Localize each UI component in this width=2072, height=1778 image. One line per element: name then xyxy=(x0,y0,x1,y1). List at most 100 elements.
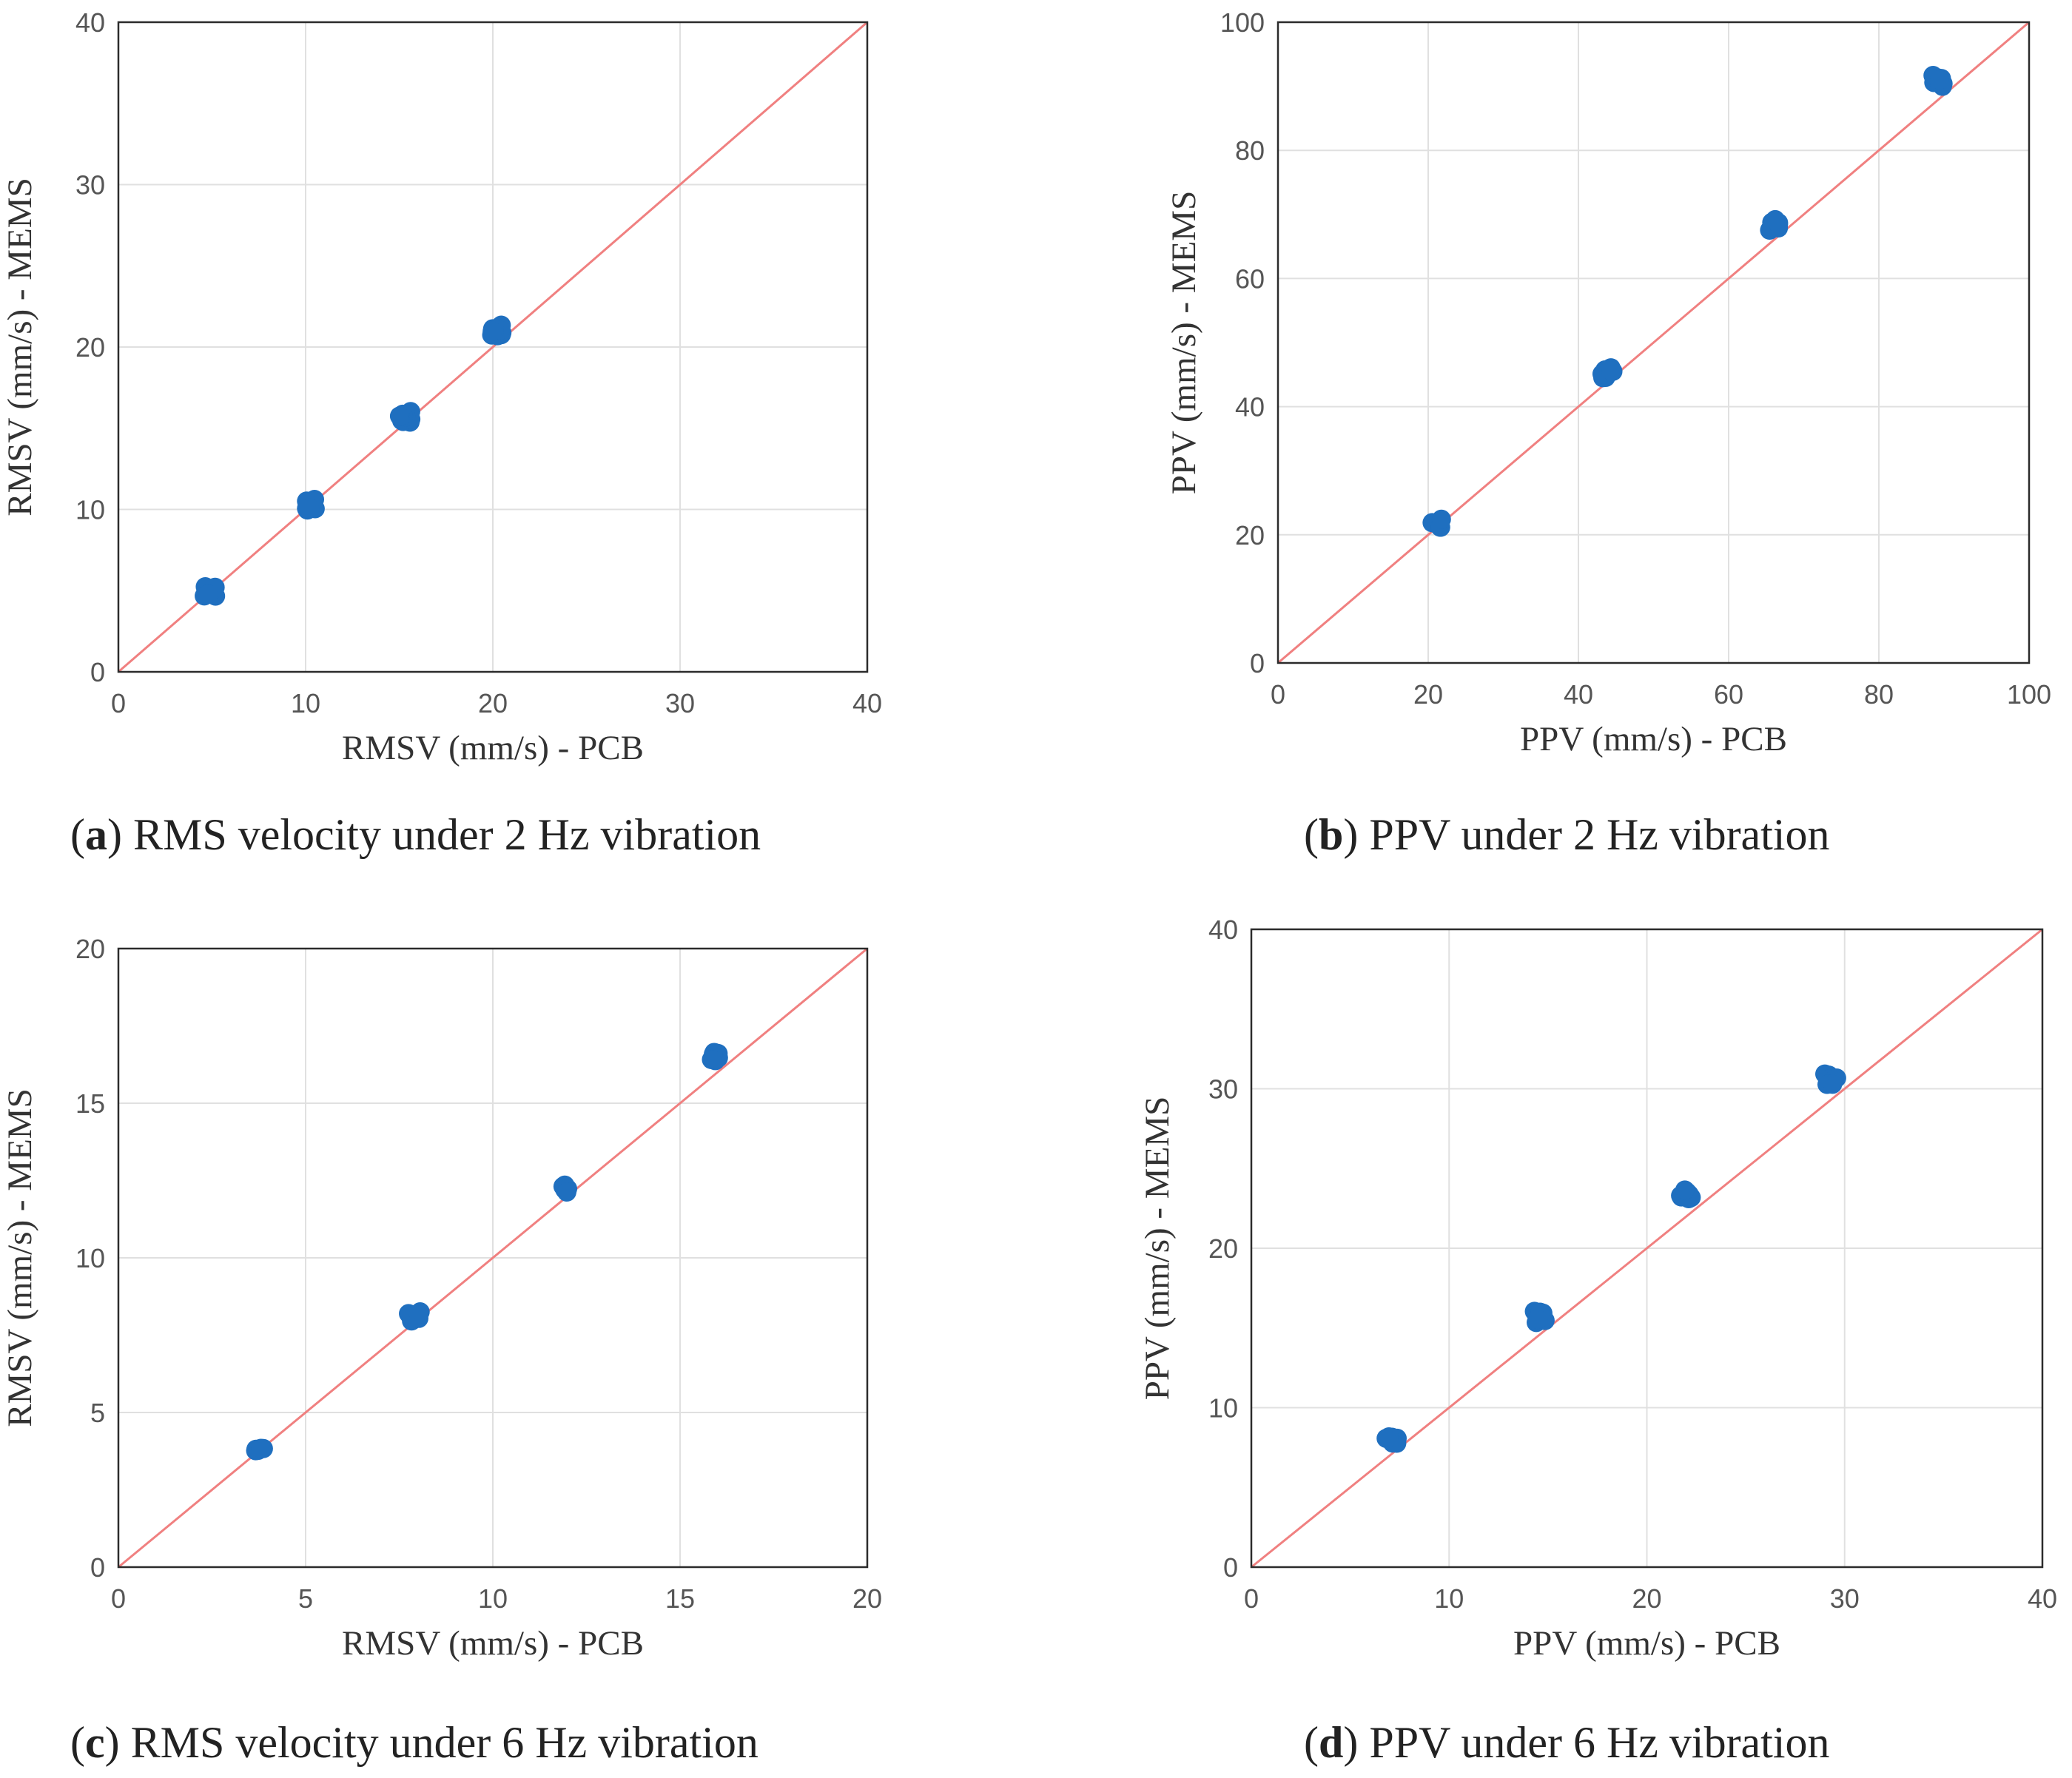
data-point xyxy=(556,1182,576,1202)
plot-frame xyxy=(1250,928,2044,1569)
x-axis-label: RMSV (mm/s) - PCB xyxy=(342,1624,644,1663)
caption-letter: c xyxy=(85,1718,105,1767)
x-tick-label: 0 xyxy=(111,1583,126,1614)
plot-frame xyxy=(117,21,869,673)
reference-line xyxy=(118,21,868,673)
panel-caption: (c) RMS velocity under 6 Hz vibration xyxy=(70,1718,758,1767)
x-axis-label: PPV (mm/s) - PCB xyxy=(1513,1624,1780,1663)
y-tick-label: 0 xyxy=(90,1552,105,1583)
y-axis-label: PPV (mm/s) - MEMS xyxy=(1138,1097,1177,1400)
reference-line xyxy=(1277,21,2030,664)
data-cluster xyxy=(297,490,325,520)
x-axis-label: RMSV (mm/s) - PCB xyxy=(342,729,644,767)
data-cluster xyxy=(1524,1301,1555,1333)
data-point xyxy=(702,1050,722,1070)
x-tick-label: 40 xyxy=(2028,1583,2057,1614)
panel-caption: (b) PPV under 2 Hz vibration xyxy=(1304,810,1830,859)
x-tick-label: 40 xyxy=(1564,679,1593,710)
x-tick-label: 100 xyxy=(2007,679,2051,710)
x-tick-label: 30 xyxy=(665,688,695,718)
x-tick-label: 10 xyxy=(291,688,320,718)
y-tick-label: 0 xyxy=(90,657,105,687)
data-point xyxy=(251,1438,271,1458)
x-tick-label: 20 xyxy=(1413,679,1443,710)
reference-line xyxy=(118,947,868,1569)
x-tick-label: 0 xyxy=(1271,679,1285,710)
x-tick-label: 80 xyxy=(1864,679,1894,710)
data-cluster xyxy=(195,576,226,606)
x-tick-label: 0 xyxy=(111,688,126,718)
data-cluster xyxy=(246,1438,273,1461)
data-cluster xyxy=(1592,358,1623,388)
y-tick-label: 10 xyxy=(75,495,105,525)
y-tick-label: 10 xyxy=(1208,1393,1238,1424)
panel-c: 0 5 10 15 20 0 5 10 15 20 RMSV (mm/s) - PCB RMSV (m… xyxy=(1,934,882,1767)
data-cluster xyxy=(553,1175,578,1202)
panel-a: 0 10 20 30 40 0 10 20 30 40 RMSV (mm/s) - PCB RMSV … xyxy=(1,7,882,859)
x-axis-label: PPV (mm/s) - PCB xyxy=(1520,720,1787,758)
y-tick-label: 0 xyxy=(1250,648,1265,678)
caption-text: RMS velocity under 6 Hz vibration xyxy=(120,1718,758,1767)
y-tick-label: 15 xyxy=(75,1088,105,1119)
y-tick-label: 40 xyxy=(1235,392,1265,422)
y-tick-label: 40 xyxy=(1208,915,1238,945)
data-cluster xyxy=(389,402,421,432)
x-tick-label: 20 xyxy=(478,688,508,718)
data-cluster xyxy=(1671,1180,1701,1209)
caption-letter: d xyxy=(1319,1718,1343,1767)
reference-line xyxy=(1251,928,2043,1569)
data-cluster xyxy=(1376,1427,1407,1453)
y-tick-label: 5 xyxy=(90,1398,105,1428)
panel-d: 0 10 20 30 40 0 10 20 30 40 PPV (mm/s) - PCB PPV (m… xyxy=(1138,915,2057,1767)
data-cluster xyxy=(399,1302,430,1331)
data-cluster xyxy=(702,1043,728,1071)
caption-text: RMS velocity under 2 Hz vibration xyxy=(122,810,761,859)
y-tick-label: 100 xyxy=(1220,7,1265,38)
data-point xyxy=(389,406,409,426)
y-axis-label: PPV (mm/s) - MEMS xyxy=(1165,191,1203,494)
y-tick-label: 20 xyxy=(1208,1233,1238,1264)
y-tick-label: 0 xyxy=(1223,1552,1238,1583)
y-axis-label: RMSV (mm/s) - MEMS xyxy=(1,178,39,516)
data-cluster xyxy=(482,315,512,346)
plot-frame xyxy=(1276,21,2031,664)
y-tick-label: 80 xyxy=(1235,135,1265,166)
plot-frame xyxy=(117,947,869,1569)
y-tick-label: 40 xyxy=(75,7,105,38)
data-point xyxy=(1765,209,1785,229)
x-tick-label: 15 xyxy=(665,1583,695,1614)
data-point xyxy=(1528,1310,1548,1330)
y-tick-label: 10 xyxy=(75,1243,105,1273)
y-tick-label: 60 xyxy=(1235,263,1265,294)
x-tick-label: 40 xyxy=(852,688,882,718)
data-cluster xyxy=(1815,1064,1846,1094)
data-point xyxy=(1431,509,1451,529)
x-tick-label: 60 xyxy=(1714,679,1743,710)
data-point xyxy=(1376,1428,1396,1448)
x-tick-label: 10 xyxy=(478,1583,508,1614)
data-point xyxy=(1929,70,1949,90)
caption-text: PPV under 6 Hz vibration xyxy=(1358,1718,1829,1767)
y-axis-label: RMSV (mm/s) - MEMS xyxy=(1,1088,39,1427)
x-tick-label: 0 xyxy=(1244,1583,1259,1614)
data-point xyxy=(482,321,502,341)
caption-letter: b xyxy=(1319,810,1343,859)
y-tick-label: 30 xyxy=(75,170,105,201)
panel-caption: (a) RMS velocity under 2 Hz vibration xyxy=(70,810,761,859)
panel-caption: (d) PPV under 6 Hz vibration xyxy=(1304,1718,1830,1767)
data-point xyxy=(1823,1074,1843,1094)
data-cluster xyxy=(1422,509,1451,537)
x-tick-label: 10 xyxy=(1434,1583,1464,1614)
data-point xyxy=(198,585,218,605)
panel-b: 0 20 40 60 80 100 0 20 40 60 80 100 PPV (mm/s) - PCB… xyxy=(1165,7,2051,859)
data-point xyxy=(300,498,320,518)
caption-text: PPV under 2 Hz vibration xyxy=(1358,810,1829,859)
y-tick-label: 20 xyxy=(1235,520,1265,550)
x-tick-label: 20 xyxy=(1632,1583,1661,1614)
y-tick-label: 20 xyxy=(75,332,105,363)
data-point xyxy=(1601,361,1621,381)
data-point xyxy=(408,1305,428,1325)
x-tick-label: 20 xyxy=(852,1583,882,1614)
y-tick-label: 20 xyxy=(75,934,105,964)
